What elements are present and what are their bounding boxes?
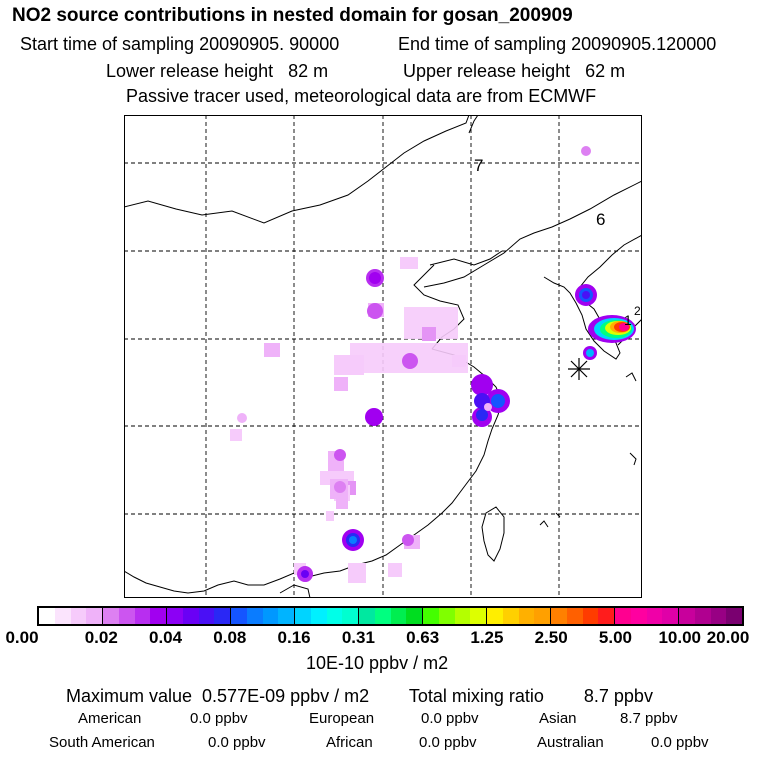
plot-title: NO2 source contributions in nested domai… bbox=[12, 5, 573, 26]
colorbar-swatch bbox=[694, 608, 711, 624]
colorbar-tick-label: 0.16 bbox=[277, 628, 311, 647]
colorbar-tick-label: 5.00 bbox=[598, 628, 632, 647]
colorbar-swatch bbox=[534, 608, 550, 624]
colorbar-swatch bbox=[342, 608, 358, 624]
colorbar-segment bbox=[615, 608, 679, 624]
colorbar-swatch bbox=[54, 608, 71, 624]
colorbar-swatch bbox=[198, 608, 215, 624]
colorbar-tick-label: 2.50 bbox=[534, 628, 568, 647]
region-name-european: European bbox=[309, 710, 375, 727]
region-value-african: 0.0 ppbv bbox=[419, 734, 477, 751]
colorbar-swatch bbox=[86, 608, 102, 624]
region-value-south-american: 0.0 ppbv bbox=[208, 734, 266, 751]
colorbar-swatch bbox=[582, 608, 599, 624]
colorbar-swatch bbox=[214, 608, 230, 624]
colorbar-swatch bbox=[710, 608, 727, 624]
colorbar-segment bbox=[295, 608, 359, 624]
colorbar-swatch bbox=[646, 608, 663, 624]
contour-label-7: 7 bbox=[474, 156, 483, 175]
colorbar-segment bbox=[231, 608, 295, 624]
region-value-european: 0.0 ppbv bbox=[421, 710, 479, 727]
region-name-american: American bbox=[78, 710, 142, 727]
colorbar-tick-label: 10.00 bbox=[658, 628, 701, 647]
colorbar-swatch bbox=[630, 608, 647, 624]
colorbar-swatch bbox=[502, 608, 519, 624]
colorbar-swatch bbox=[295, 608, 311, 624]
colorbar-swatch bbox=[246, 608, 263, 624]
contour-labels: 7 6 1 2 bbox=[474, 156, 641, 328]
region-value-asian: 8.7 ppbv bbox=[620, 710, 678, 727]
colorbar-swatch bbox=[118, 608, 135, 624]
colorbar-swatch bbox=[423, 608, 439, 624]
colorbar-swatch bbox=[726, 608, 742, 624]
colorbar-swatch bbox=[598, 608, 614, 624]
colorbar-swatch bbox=[406, 608, 422, 624]
colorbar-swatch bbox=[359, 608, 375, 624]
start-time-label: Start time of sampling 20090905. 90000 bbox=[20, 34, 340, 54]
colorbar-swatch bbox=[662, 608, 678, 624]
max-value-line: Maximum value 0.577E-09 ppbv / m2 Total … bbox=[66, 686, 653, 706]
colorbar-segment bbox=[487, 608, 551, 624]
colorbar-segment bbox=[551, 608, 615, 624]
lower-release-label: Lower release height 82 m bbox=[106, 61, 329, 81]
contour-label-2: 2 bbox=[634, 304, 641, 318]
colorbar-swatch bbox=[167, 608, 183, 624]
colorbar-segment bbox=[167, 608, 231, 624]
colorbar-swatch bbox=[454, 608, 471, 624]
colorbar-swatch bbox=[551, 608, 567, 624]
colorbar-tick-label: 0.00 bbox=[5, 628, 39, 647]
colorbar-swatch bbox=[278, 608, 294, 624]
colorbar-swatch bbox=[390, 608, 407, 624]
region-name-south-american: South American bbox=[49, 734, 155, 751]
colorbar-swatch bbox=[470, 608, 486, 624]
map-frame bbox=[124, 115, 642, 598]
colorbar-swatch bbox=[70, 608, 87, 624]
colorbar-swatch bbox=[182, 608, 199, 624]
contour-label-6: 6 bbox=[596, 210, 605, 229]
colorbar-swatch bbox=[679, 608, 695, 624]
colorbar-segment bbox=[103, 608, 167, 624]
colorbar-swatch bbox=[566, 608, 583, 624]
colorbar-swatch bbox=[487, 608, 503, 624]
region-name-australian: Australian bbox=[537, 734, 604, 751]
region-name-asian: Asian bbox=[539, 710, 577, 727]
colorbar-tick-label: 0.02 bbox=[84, 628, 118, 647]
colorbar-tick-label: 20.00 bbox=[706, 628, 750, 647]
colorbar-swatch bbox=[150, 608, 166, 624]
region-value-american: 0.0 ppbv bbox=[190, 710, 248, 727]
colorbar-swatch bbox=[615, 608, 631, 624]
colorbar-swatch bbox=[438, 608, 455, 624]
colorbar-swatch bbox=[326, 608, 343, 624]
colorbar-tick-label: 0.31 bbox=[341, 628, 375, 647]
colorbar-tick-label: 0.04 bbox=[148, 628, 183, 647]
region-value-australian: 0.0 ppbv bbox=[651, 734, 709, 751]
colorbar-swatch bbox=[518, 608, 535, 624]
source-contribution-map: 7 6 1 2 bbox=[124, 115, 642, 598]
colorbar-swatch bbox=[310, 608, 327, 624]
colorbar bbox=[37, 606, 744, 626]
colorbar-tick-label: 1.25 bbox=[470, 628, 504, 647]
colorbar-swatch bbox=[103, 608, 119, 624]
receptor-marker-icon bbox=[568, 358, 590, 380]
colorbar-segment bbox=[359, 608, 423, 624]
colorbar-tick-label: 0.63 bbox=[406, 628, 440, 647]
colorbar-swatch bbox=[262, 608, 279, 624]
colorbar-tick-label: 0.08 bbox=[213, 628, 247, 647]
concentration-field bbox=[230, 146, 636, 583]
colorbar-swatch bbox=[134, 608, 151, 624]
end-time-label: End time of sampling 20090905.120000 bbox=[398, 34, 717, 54]
contour-label-1: 1 bbox=[624, 312, 632, 328]
colorbar-segment bbox=[423, 608, 487, 624]
tracer-note: Passive tracer used, meteorological data… bbox=[126, 86, 597, 106]
colorbar-swatch bbox=[39, 608, 55, 624]
colorbar-segment bbox=[679, 608, 742, 624]
colorbar-swatch bbox=[231, 608, 247, 624]
colorbar-swatch bbox=[374, 608, 391, 624]
upper-release-label: Upper release height 62 m bbox=[403, 61, 626, 81]
lat-lon-grid bbox=[124, 115, 642, 598]
region-name-african: African bbox=[326, 734, 373, 751]
colorbar-units: 10E-10 ppbv / m2 bbox=[306, 653, 449, 673]
colorbar-segment bbox=[39, 608, 103, 624]
